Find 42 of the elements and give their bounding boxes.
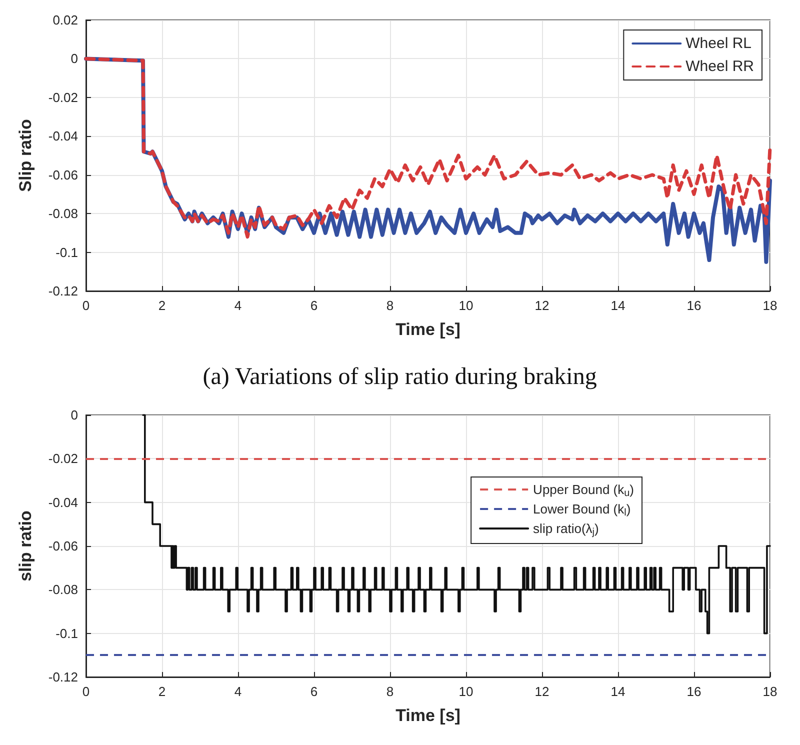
x-tick-label: 18 (762, 298, 778, 313)
legend-label: Wheel RR (686, 58, 754, 75)
x-tick-label: 10 (458, 298, 474, 313)
x-tick-label: 6 (310, 684, 318, 699)
x-tick-label: 0 (82, 684, 90, 699)
x-tick-label: 2 (158, 684, 166, 699)
x-tick-label: 6 (310, 298, 318, 313)
y-tick-label: -0.02 (48, 451, 78, 466)
x-tick-label: 14 (610, 684, 626, 699)
x-tick-label: 12 (534, 298, 550, 313)
x-tick-label: 16 (686, 684, 702, 699)
y-tick-label: 0 (70, 51, 78, 66)
y-tick-label: -0.04 (48, 494, 78, 510)
y-tick-label: -0.04 (48, 128, 78, 144)
x-tick-label: 2 (158, 298, 166, 313)
y-tick-label: 0 (70, 408, 78, 422)
x-tick-label: 12 (534, 684, 550, 699)
y-tick-label: -0.1 (56, 626, 78, 641)
x-axis-title: Time [s] (396, 706, 460, 725)
x-tick-label: 0 (82, 298, 90, 313)
x-tick-label: 18 (762, 684, 778, 699)
x-tick-label: 8 (386, 298, 394, 313)
x-tick-label: 14 (610, 298, 626, 313)
y-tick-label: -0.1 (56, 244, 78, 260)
y-tick-label: -0.06 (48, 538, 78, 554)
y-axis-title: slip ratio (16, 510, 35, 582)
x-tick-label: 4 (234, 684, 242, 699)
y-tick-label: -0.06 (48, 167, 78, 182)
text: (a) Variations of slip ratio during braking (202, 364, 597, 390)
y-tick-label: -0.08 (48, 206, 78, 222)
x-tick-label: 4 (234, 298, 242, 313)
y-tick-label: -0.02 (48, 90, 78, 105)
legend-label: Wheel RL (686, 35, 752, 52)
x-tick-label: 16 (686, 298, 702, 313)
x-axis-title: Time [s] (396, 320, 460, 339)
y-axis-title: Slip ratio (16, 119, 35, 192)
y-tick-label: -0.08 (48, 582, 78, 598)
y-tick-label: -0.12 (48, 670, 78, 684)
x-tick-label: 8 (386, 684, 394, 699)
x-tick-label: 10 (458, 684, 474, 699)
y-tick-label: 0.02 (52, 12, 78, 28)
y-tick-label: -0.12 (48, 284, 78, 298)
